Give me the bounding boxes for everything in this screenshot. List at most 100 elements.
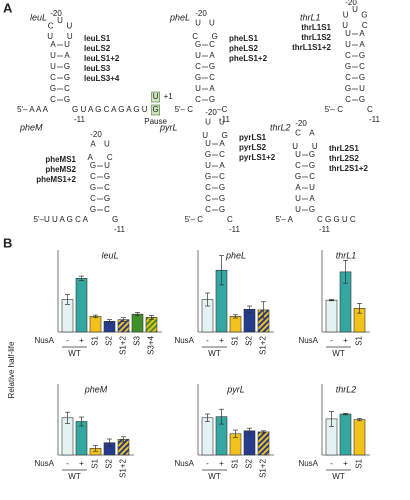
x-tick-label: + [343, 459, 348, 468]
position-label: -11 [369, 115, 381, 124]
base: G [359, 51, 365, 60]
tail-5: 5'– A A A [17, 105, 49, 114]
error-bar [233, 429, 238, 438]
base: G [219, 194, 225, 203]
base: C [195, 62, 201, 71]
base: C [205, 205, 211, 214]
base: G [209, 95, 215, 104]
position-label: -20 [90, 130, 102, 139]
legend-entry: pheMS2 [45, 165, 76, 174]
base: G [359, 73, 365, 82]
base: U [352, 5, 358, 14]
base: G [64, 73, 70, 82]
error-bar [219, 408, 224, 425]
base: G [212, 32, 218, 41]
x-tick-label: S1+2 [119, 458, 128, 477]
error-bar [79, 416, 84, 427]
base: U [57, 16, 63, 25]
tail-5: 5'– C [325, 105, 344, 114]
x-tick-label: S2 [245, 335, 254, 345]
base: U [66, 21, 72, 30]
base: C [295, 129, 301, 138]
error-bar [329, 299, 334, 302]
base: A [219, 161, 225, 170]
position-label: -11 [319, 225, 331, 234]
legend-entry: pyrLS1+2 [239, 153, 276, 162]
legend-entry: thrL2S1 [329, 144, 359, 153]
base: G [345, 62, 351, 71]
row-label: NusA [34, 336, 54, 345]
base: U [202, 131, 208, 140]
base: G [195, 73, 201, 82]
base: A [209, 51, 215, 60]
base: U [195, 84, 201, 93]
base: C [195, 95, 201, 104]
error-bar [205, 292, 210, 307]
error-bar [135, 312, 140, 317]
base: C [205, 194, 211, 203]
error-bar [343, 412, 348, 416]
error-bar [329, 411, 334, 427]
error-bar [261, 430, 266, 434]
panel-label: A [3, 0, 13, 15]
bar [201, 417, 214, 456]
base: G [309, 205, 315, 214]
error-bar [93, 444, 98, 452]
base: C [107, 153, 113, 162]
base: A [90, 140, 96, 149]
position-label: -20 [345, 0, 357, 7]
error-bar [149, 315, 154, 320]
chart-title: thrL2 [336, 384, 357, 394]
x-tick-label: + [79, 459, 84, 468]
x-tick-label: S2 [105, 458, 114, 468]
hairpin-name: thrL1 [300, 12, 321, 22]
x-tick-label: S1 [231, 335, 240, 345]
group-label: WT [68, 472, 81, 481]
base: G [295, 172, 301, 181]
x-tick-label: + [79, 336, 84, 345]
hairpin-name: pyrL [159, 122, 178, 132]
base: C [309, 172, 315, 181]
x-tick-label: S3+4 [147, 335, 156, 354]
hairpin-name: leuL [30, 12, 47, 22]
base: G [359, 95, 365, 104]
legend-entry: pyrLS1 [239, 133, 267, 142]
x-tick-label: - [330, 336, 333, 345]
bar [339, 413, 352, 456]
chart-title: thrL1 [336, 250, 357, 260]
base: U [50, 62, 56, 71]
tail-3: G [112, 215, 118, 224]
bar [75, 278, 88, 333]
base: C [345, 95, 351, 104]
base: C [50, 95, 56, 104]
base: U [50, 51, 56, 60]
position-label: -11 [229, 225, 241, 234]
row-label: NusA [298, 336, 318, 345]
x-tick-label: - [66, 459, 69, 468]
pause-box [151, 91, 160, 103]
base: G [90, 205, 96, 214]
base: C [359, 62, 365, 71]
base: G [219, 183, 225, 192]
base: U [295, 150, 301, 159]
base: A [309, 194, 315, 203]
bar [353, 419, 366, 456]
base: U [209, 19, 215, 28]
base: A [309, 129, 315, 138]
legend-entry: leuLS1+2 [84, 54, 120, 63]
base: U [195, 19, 201, 28]
base: G [209, 62, 215, 71]
x-tick-label: + [343, 336, 348, 345]
base: U [309, 183, 315, 192]
pause-box [151, 104, 160, 116]
position-label: -20 [205, 108, 217, 117]
base: C [104, 205, 110, 214]
base: G [205, 150, 211, 159]
bar [325, 299, 338, 333]
base: U [205, 139, 211, 148]
base: C [104, 183, 110, 192]
error-bar [261, 301, 266, 319]
base: U [345, 29, 351, 38]
base: G [205, 172, 211, 181]
